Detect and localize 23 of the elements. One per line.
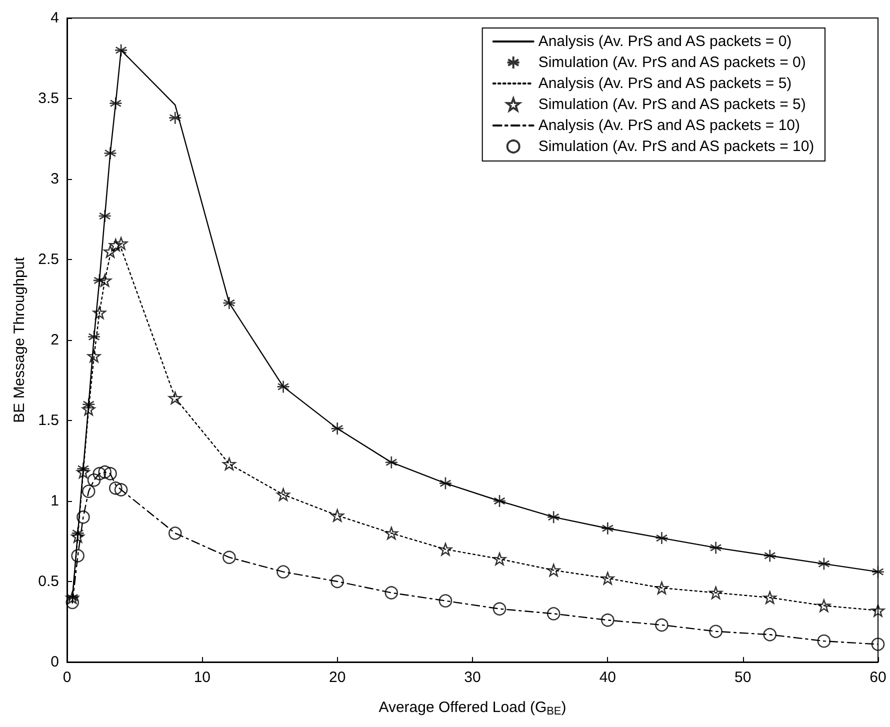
x-tick-label: 0 (62, 669, 72, 686)
y-tick-label: 3 (50, 170, 59, 188)
legend-label: Analysis (Av. PrS and AS packets = 0) (538, 33, 792, 50)
legend-label: Analysis (Av. PrS and AS packets = 10) (538, 117, 800, 134)
y-tick-label: 2 (50, 332, 59, 348)
y-tick-label: 1 (50, 492, 59, 510)
x-tick-label: 60 (870, 669, 886, 686)
legend-label: Simulation (Av. PrS and AS packets = 10) (538, 138, 814, 155)
y-tick-label: 0.5 (38, 573, 59, 590)
y-tick-label: 4 (50, 10, 59, 26)
y-tick-label: 2.5 (38, 251, 59, 268)
x-tick-label: 40 (599, 669, 616, 686)
legend-label: Analysis (Av. PrS and AS packets = 5) (538, 75, 792, 92)
legend-label: Simulation (Av. PrS and AS packets = 0) (538, 54, 806, 71)
x-tick-label: 20 (328, 669, 346, 686)
y-tick-label: 0 (50, 654, 59, 670)
y-axis-title: BE Message Throughput (11, 256, 28, 423)
y-tick-label: 1.5 (38, 412, 59, 429)
y-tick-label: 3.5 (38, 90, 59, 107)
x-tick-label: 30 (464, 669, 481, 686)
legend-label: Simulation (Av. PrS and AS packets = 5) (538, 96, 806, 113)
x-tick-label: 50 (734, 669, 752, 686)
x-tick-label: 10 (194, 669, 211, 686)
